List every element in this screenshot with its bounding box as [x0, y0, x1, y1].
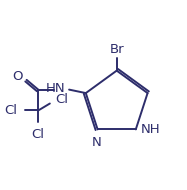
Text: NH: NH [141, 123, 160, 136]
Text: Br: Br [109, 43, 124, 56]
Text: Cl: Cl [56, 93, 69, 106]
Text: Cl: Cl [32, 128, 45, 141]
Text: Cl: Cl [4, 104, 17, 117]
Text: N: N [92, 136, 101, 149]
Text: O: O [12, 70, 23, 83]
Text: HN: HN [46, 82, 65, 95]
